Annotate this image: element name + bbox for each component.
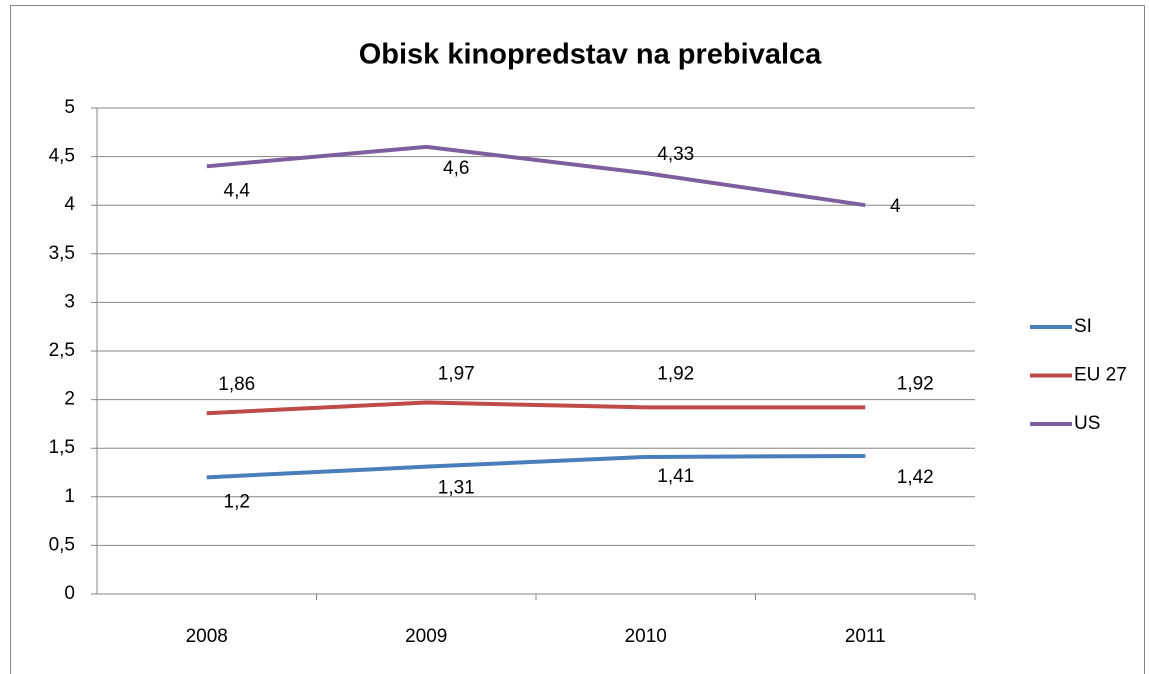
y-tick-label: 0 (64, 583, 75, 604)
x-tick-label: 2010 (625, 626, 667, 647)
data-label: 1,41 (657, 466, 694, 487)
data-label: 1,92 (897, 373, 934, 394)
series-line (206, 144, 866, 208)
series-line (206, 453, 866, 480)
data-label: 1,2 (224, 491, 250, 512)
data-label: 1,31 (438, 478, 475, 499)
data-label: 1,97 (438, 364, 475, 385)
legend-label: SI (1074, 316, 1092, 337)
data-label: 4 (890, 196, 901, 217)
chart-title: Obisk kinopredstav na prebivalca (359, 39, 822, 71)
y-tick-label: 1,5 (49, 437, 75, 458)
y-tick-label: 5 (64, 97, 75, 118)
y-tick-label: 2 (64, 389, 75, 410)
data-label: 4,33 (657, 144, 694, 165)
x-tick-label: 2011 (845, 626, 886, 647)
data-label: 1,92 (657, 363, 694, 384)
y-tick-label: 1 (64, 486, 75, 507)
series-line (206, 400, 866, 416)
y-tick-label: 3 (64, 291, 75, 312)
y-tick-label: 0,5 (49, 534, 75, 555)
data-label: 1,86 (218, 374, 255, 395)
y-tick-label: 2,5 (49, 340, 75, 361)
chart-frame (10, 5, 1145, 674)
y-tick-label: 4,5 (49, 146, 75, 167)
y-tick-label: 4 (64, 194, 75, 215)
legend-label: EU 27 (1074, 365, 1127, 386)
data-label: 4,4 (224, 180, 251, 201)
x-tick-label: 2009 (405, 626, 447, 647)
y-tick-label: 3,5 (49, 243, 75, 264)
data-label: 4,6 (443, 158, 469, 179)
legend-label: US (1074, 413, 1100, 434)
data-label: 1,42 (897, 467, 934, 488)
x-tick-label: 2008 (186, 626, 228, 647)
